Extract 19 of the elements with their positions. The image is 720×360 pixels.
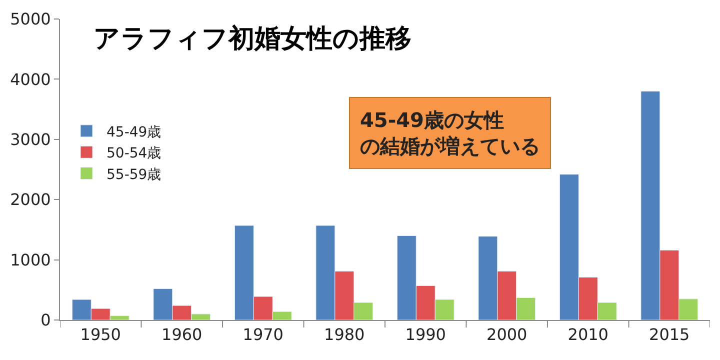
- x-tick-label: 2000: [486, 325, 528, 344]
- y-tick-label: 3000: [10, 130, 51, 149]
- x-tick-label: 2010: [568, 325, 608, 344]
- x-tick-label: 1990: [405, 325, 446, 344]
- chart-title: アラフィフ初婚女性の推移: [94, 24, 412, 54]
- y-tick-label: 2000: [10, 190, 51, 210]
- legend-label: 55-59歳: [106, 166, 162, 183]
- x-tick-label: 1980: [324, 325, 365, 344]
- y-tick-label: 0: [40, 310, 51, 330]
- y-tick-label: 4000: [10, 70, 51, 89]
- y-tick-label: 5000: [10, 10, 51, 29]
- x-tick-label: 1970: [242, 325, 284, 344]
- y-tick-label: 1000: [10, 250, 51, 270]
- x-tick-label: 2015: [649, 325, 690, 344]
- x-tick-label: 1960: [162, 325, 202, 344]
- annotation: 45-49歳の女性の結婚が増えている: [360, 108, 540, 158]
- x-tick-label: 1950: [80, 325, 121, 344]
- legend-label: 50-54歳: [106, 146, 162, 162]
- legend-label: 45-49歳: [106, 124, 162, 140]
